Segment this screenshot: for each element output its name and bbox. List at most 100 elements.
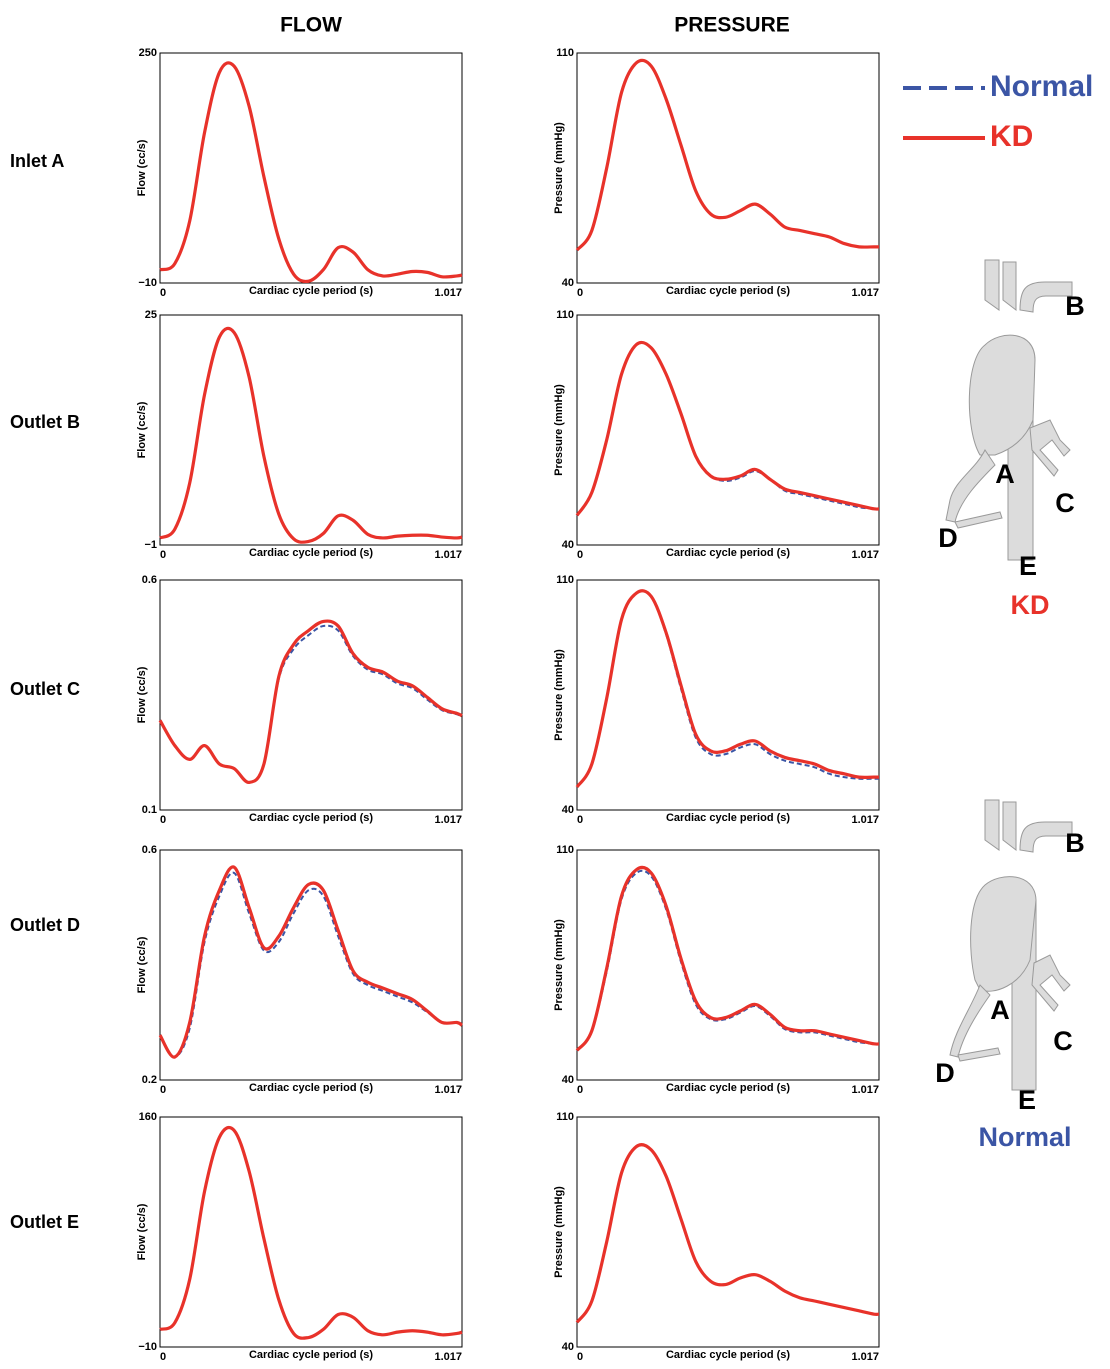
row-label: Outlet E	[10, 1212, 79, 1232]
row-label: Outlet B	[10, 412, 80, 432]
y-tick-label: 0.6	[142, 844, 157, 856]
subplot: 40 110 0 1.017 Cardiac cycle period (s) Press…	[553, 844, 880, 1096]
subplot: 40 110 0 1.017 Cardiac cycle period (s) Press…	[553, 1111, 880, 1363]
model-letter: E	[1019, 551, 1037, 581]
subplot: −10 160 0 1.017 Cardiac cycle period (s) Flow…	[136, 1111, 463, 1363]
x-axis-label: Cardiac cycle period (s)	[666, 812, 790, 824]
x-tick-label: 0	[577, 814, 583, 826]
series-line	[575, 340, 880, 517]
y-tick-label: 110	[556, 574, 574, 586]
column-title: PRESSURE	[674, 14, 790, 37]
y-axis-label: Pressure (mmHg)	[553, 649, 565, 741]
y-tick-label: −1	[144, 539, 157, 551]
model-letter: D	[938, 523, 958, 553]
series-line	[575, 1143, 880, 1324]
y-tick-label: 160	[139, 1111, 157, 1123]
x-axis-label: Cardiac cycle period (s)	[249, 812, 373, 824]
series-line	[159, 61, 463, 284]
subplot: 0.1 0.6 0 1.017 Cardiac cycle period (s) Flow…	[136, 574, 463, 826]
y-axis-label: Flow (cc/s)	[136, 1203, 148, 1260]
x-tick-label: 0	[577, 549, 583, 561]
plot-frame	[576, 1116, 880, 1348]
x-tick-label: 0	[160, 814, 166, 826]
x-axis-label: Cardiac cycle period (s)	[249, 285, 373, 297]
y-tick-label: −10	[138, 277, 157, 289]
y-tick-label: 40	[562, 539, 574, 551]
row-label: Outlet C	[10, 679, 80, 699]
aorta-model	[945, 259, 1073, 561]
model-letter: B	[1065, 291, 1085, 321]
legend-label: KD	[990, 120, 1033, 153]
x-tick-label: 0	[160, 1084, 166, 1096]
x-axis-label: Cardiac cycle period (s)	[666, 547, 790, 559]
y-axis-label: Pressure (mmHg)	[553, 122, 565, 214]
y-tick-label: 250	[139, 47, 157, 59]
y-axis-label: Pressure (mmHg)	[553, 384, 565, 476]
x-tick-label: 1.017	[851, 287, 879, 299]
y-axis-label: Pressure (mmHg)	[553, 919, 565, 1011]
model-letter: C	[1055, 488, 1075, 518]
x-axis-label: Cardiac cycle period (s)	[666, 285, 790, 297]
y-tick-label: 110	[556, 47, 574, 59]
x-tick-label: 1.017	[434, 1084, 462, 1096]
x-tick-label: 1.017	[851, 1084, 879, 1096]
y-tick-label: 40	[562, 1341, 574, 1353]
model-letter: D	[935, 1058, 955, 1088]
series-line	[158, 619, 463, 784]
x-axis-label: Cardiac cycle period (s)	[249, 1349, 373, 1361]
plot-frame	[159, 579, 463, 811]
subplot: 0.2 0.6 0 1.017 Cardiac cycle period (s) Flow…	[136, 844, 463, 1096]
x-tick-label: 1.017	[434, 549, 462, 561]
series-line	[158, 865, 463, 1059]
x-tick-label: 1.017	[851, 549, 879, 561]
x-tick-label: 1.017	[434, 1351, 462, 1363]
x-tick-label: 1.017	[434, 287, 462, 299]
plot-frame	[159, 1116, 463, 1348]
y-tick-label: 40	[562, 277, 574, 289]
y-tick-label: 110	[556, 309, 574, 321]
x-tick-label: 1.017	[434, 814, 462, 826]
series-line	[575, 865, 880, 1052]
y-tick-label: 40	[562, 804, 574, 816]
subplot: 40 110 0 1.017 Cardiac cycle period (s) Press…	[553, 574, 880, 826]
series-line	[159, 326, 463, 544]
plot-frame	[576, 52, 880, 284]
x-tick-label: 0	[577, 287, 583, 299]
y-tick-label: 0.1	[142, 804, 157, 816]
x-axis-label: Cardiac cycle period (s)	[666, 1082, 790, 1094]
x-axis-label: Cardiac cycle period (s)	[666, 1349, 790, 1361]
y-axis-label: Pressure (mmHg)	[553, 1186, 565, 1278]
x-tick-label: 0	[577, 1084, 583, 1096]
plot-frame	[159, 52, 463, 284]
model-letter: E	[1018, 1085, 1036, 1115]
plot-frame	[159, 849, 463, 1081]
series-line	[159, 871, 463, 1058]
series-line	[575, 589, 879, 788]
model-letter: B	[1065, 828, 1085, 858]
model-letter: C	[1053, 1026, 1073, 1056]
y-tick-label: 110	[556, 1111, 574, 1123]
x-axis-label: Cardiac cycle period (s)	[249, 547, 373, 559]
model-name: KD	[1011, 590, 1050, 620]
x-tick-label: 1.017	[851, 814, 879, 826]
x-axis-label: Cardiac cycle period (s)	[249, 1082, 373, 1094]
x-tick-label: 0	[577, 1351, 583, 1363]
model-letter: A	[990, 995, 1010, 1025]
y-tick-label: 110	[556, 844, 574, 856]
y-axis-label: Flow (cc/s)	[136, 936, 148, 993]
x-tick-label: 0	[160, 1351, 166, 1363]
plot-frame	[576, 314, 880, 546]
legend-label: Normal	[990, 70, 1093, 103]
model-letter: A	[995, 459, 1015, 489]
series-line	[159, 1125, 463, 1340]
y-tick-label: 25	[145, 309, 157, 321]
aorta-model	[949, 799, 1073, 1091]
plot-frame	[159, 314, 463, 546]
subplot: 40 110 0 1.017 Cardiac cycle period (s) Press…	[553, 309, 880, 561]
x-tick-label: 0	[160, 287, 166, 299]
subplot: 40 110 0 1.017 Cardiac cycle period (s) Press…	[553, 47, 880, 299]
plot-frame	[576, 849, 880, 1081]
y-axis-label: Flow (cc/s)	[136, 401, 148, 458]
row-label: Outlet D	[10, 915, 80, 935]
